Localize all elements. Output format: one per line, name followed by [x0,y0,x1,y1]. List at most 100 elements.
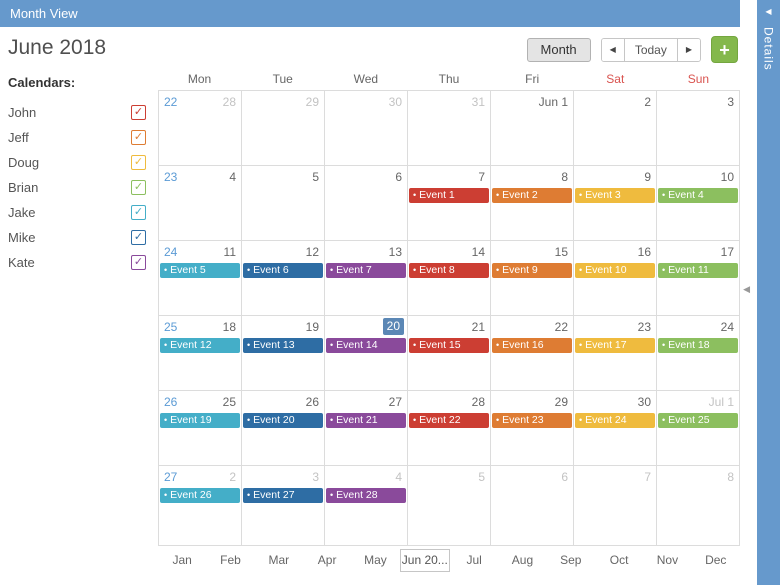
day-cell[interactable]: 20 • Event 14 [325,316,408,391]
event-bar[interactable]: • Event 20 [243,413,323,428]
day-cell[interactable]: 15 • Event 9 [491,241,574,316]
day-cell[interactable]: 6 [325,166,408,241]
event-bar[interactable]: • Event 21 [326,413,406,428]
calendar-checkbox[interactable]: ✓ [131,105,146,120]
event-bar[interactable]: • Event 25 [658,413,738,428]
event-bar[interactable]: • Event 19 [160,413,240,428]
day-cell[interactable]: 9 • Event 3 [574,166,657,241]
day-cell[interactable]: 29 [242,91,325,166]
day-cell[interactable]: 26 25 • Event 19 [159,391,242,466]
day-cell[interactable]: 16 • Event 10 [574,241,657,316]
month-tab-active[interactable]: Jun 20... [399,549,450,572]
day-cell[interactable]: 26 • Event 20 [242,391,325,466]
month-tab[interactable]: Nov [656,553,679,567]
day-cell[interactable]: 23 4 [159,166,242,241]
event-bar[interactable]: • Event 24 [575,413,655,428]
calendar-checkbox[interactable]: ✓ [131,255,146,270]
month-tab[interactable]: Feb [220,553,241,567]
month-tab[interactable]: Dec [705,553,727,567]
day-cell[interactable]: 6 [491,466,574,546]
event-bar[interactable]: • Event 8 [409,263,489,278]
event-bar[interactable]: • Event 27 [243,488,323,503]
event-bar[interactable]: • Event 3 [575,188,655,203]
month-tab[interactable]: Aug [511,553,534,567]
event-bar[interactable]: • Event 4 [658,188,738,203]
event-label: Event 1 [419,189,455,201]
day-cell[interactable]: 27 2 • Event 26 [159,466,242,546]
month-tab[interactable]: Sep [560,553,582,567]
day-cell[interactable]: 5 [242,166,325,241]
event-bullet-icon: • [662,190,666,200]
day-cell[interactable]: 14 • Event 8 [408,241,491,316]
month-tab[interactable]: Jan [172,553,192,567]
prev-button[interactable]: ◀ [601,38,624,61]
month-tab[interactable]: May [364,553,387,567]
event-bar[interactable]: • Event 7 [326,263,406,278]
day-cell[interactable]: 21 • Event 15 [408,316,491,391]
event-bar[interactable]: • Event 22 [409,413,489,428]
event-bar[interactable]: • Event 10 [575,263,655,278]
day-cell[interactable]: Jul 1 • Event 25 [657,391,740,466]
month-tab[interactable]: Jul [466,553,482,567]
month-view-button[interactable]: Month [526,37,591,62]
day-cell[interactable]: 3 • Event 27 [242,466,325,546]
day-cell[interactable]: 22 28 [159,91,242,166]
day-cell[interactable]: 25 18 • Event 12 [159,316,242,391]
month-tab[interactable]: Mar [268,553,290,567]
day-cell[interactable]: 5 [408,466,491,546]
event-bar[interactable]: • Event 2 [492,188,572,203]
event-bar[interactable]: • Event 1 [409,188,489,203]
event-bar[interactable]: • Event 16 [492,338,572,353]
next-button[interactable]: ▶ [677,38,700,61]
day-cell[interactable]: 3 [657,91,740,166]
details-sidebar[interactable]: ◀ Details [757,0,780,585]
day-cell[interactable]: 19 • Event 13 [242,316,325,391]
event-bar[interactable]: • Event 18 [658,338,738,353]
day-cell[interactable]: 4 • Event 28 [325,466,408,546]
day-cell[interactable]: 12 • Event 6 [242,241,325,316]
calendar-checkbox[interactable]: ✓ [131,230,146,245]
event-bar[interactable]: • Event 23 [492,413,572,428]
calendar-checkbox[interactable]: ✓ [131,205,146,220]
collapse-arrow-icon[interactable]: ◀ [765,7,772,16]
event-bar[interactable]: • Event 15 [409,338,489,353]
day-cell[interactable]: 8 [657,466,740,546]
day-cell[interactable]: 23 • Event 17 [574,316,657,391]
day-cell[interactable]: 28 • Event 22 [408,391,491,466]
day-cell[interactable]: 7 • Event 1 [408,166,491,241]
day-cell[interactable]: 29 • Event 23 [491,391,574,466]
day-cell[interactable]: 24 11 • Event 5 [159,241,242,316]
event-bar[interactable]: • Event 14 [326,338,406,353]
calendar-checkbox[interactable]: ✓ [131,130,146,145]
day-cell[interactable]: 7 [574,466,657,546]
day-cell[interactable]: 10 • Event 4 [657,166,740,241]
day-cell[interactable]: 30 • Event 24 [574,391,657,466]
event-bar[interactable]: • Event 13 [243,338,323,353]
calendar-checkbox[interactable]: ✓ [131,155,146,170]
day-cell[interactable]: 24 • Event 18 [657,316,740,391]
day-cell[interactable]: 17 • Event 11 [657,241,740,316]
add-event-button[interactable]: + [711,36,738,63]
day-cell[interactable]: 8 • Event 2 [491,166,574,241]
event-bar[interactable]: • Event 6 [243,263,323,278]
today-button[interactable]: Today [623,38,678,61]
day-cell[interactable]: 30 [325,91,408,166]
event-bar[interactable]: • Event 5 [160,263,240,278]
event-bar[interactable]: • Event 28 [326,488,406,503]
event-bar[interactable]: • Event 11 [658,263,738,278]
calendar-checkbox[interactable]: ✓ [131,180,146,195]
month-tab[interactable]: Apr [317,553,337,567]
day-cell[interactable]: Jun 1 [491,91,574,166]
day-header-sat: Sat [606,72,625,86]
month-tab[interactable]: Oct [609,553,629,567]
event-bar[interactable]: • Event 26 [160,488,240,503]
event-bar[interactable]: • Event 9 [492,263,572,278]
day-cell[interactable]: 13 • Event 7 [325,241,408,316]
event-bar[interactable]: • Event 17 [575,338,655,353]
day-cell[interactable]: 31 [408,91,491,166]
day-cell[interactable]: 2 [574,91,657,166]
event-bar[interactable]: • Event 12 [160,338,240,353]
day-cell[interactable]: 22 • Event 16 [491,316,574,391]
splitter-arrow-icon[interactable]: ◀ [743,284,750,294]
day-cell[interactable]: 27 • Event 21 [325,391,408,466]
